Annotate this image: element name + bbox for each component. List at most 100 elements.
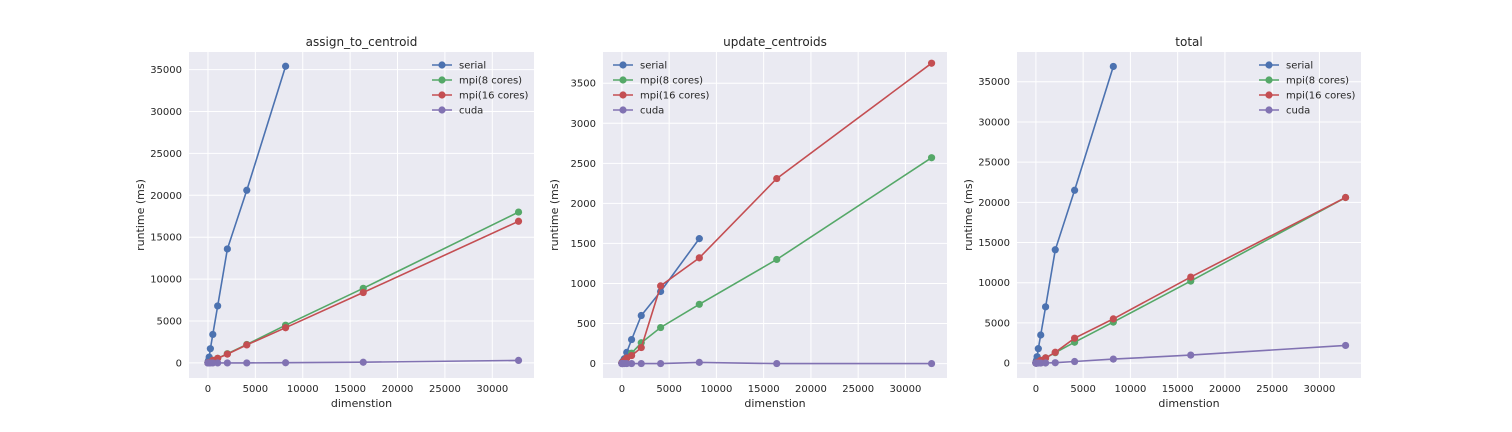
legend-marker: [438, 106, 446, 114]
data-point: [223, 350, 231, 358]
y-tick-label: 10000: [150, 275, 182, 286]
x-tick-label: 5000: [656, 384, 681, 395]
data-point: [282, 324, 290, 332]
legend-marker: [619, 76, 627, 84]
x-tick-label: 25000: [842, 384, 874, 395]
data-point: [1041, 303, 1050, 311]
data-point: [1109, 62, 1117, 71]
legend-label: mpi(16 cores): [1286, 91, 1356, 102]
chart-title: update_centroids: [723, 35, 827, 49]
data-point: [627, 335, 636, 344]
data-point: [1041, 354, 1050, 362]
y-tick-label: 35000: [150, 65, 182, 76]
data-point: [223, 245, 231, 253]
data-point: [695, 254, 703, 262]
data-point: [243, 359, 251, 367]
series-cuda: [204, 356, 523, 367]
data-point: [1341, 341, 1350, 350]
data-point: [206, 345, 214, 353]
data-point: [514, 217, 523, 225]
data-point: [209, 330, 217, 339]
y-tick-label: 5000: [985, 318, 1010, 329]
legend: serial mpi(8 cores) mpi(16 cores) cuda: [1259, 61, 1356, 117]
legend-label: cuda: [459, 106, 483, 117]
y-tick-label: 15000: [150, 233, 182, 244]
x-tick-label: 30000: [890, 384, 922, 395]
y-tick-label: 20000: [978, 198, 1010, 209]
data-point: [214, 359, 222, 367]
y-tick-label: 3500: [571, 79, 596, 90]
legend-label: serial: [640, 61, 667, 72]
data-point: [927, 59, 936, 67]
x-tick-label: 0: [205, 384, 211, 395]
data-point: [1187, 273, 1195, 281]
legend: serial mpi(8 cores) mpi(16 cores) cuda: [613, 61, 710, 117]
x-axis-label: dimenstion: [1158, 397, 1219, 410]
legend-marker: [619, 61, 627, 69]
data-point: [657, 282, 665, 290]
data-point: [223, 359, 231, 367]
data-point: [627, 359, 636, 368]
data-point: [1051, 348, 1059, 356]
data-point: [1034, 345, 1042, 353]
chart-3: 0 5000 10000 15000 20000 25000 30000 0 5000 10000…: [962, 35, 1361, 410]
chart-title: total: [1175, 35, 1202, 49]
x-tick-label: 0: [1033, 384, 1039, 395]
y-tick-label: 25000: [978, 158, 1010, 169]
x-tick-label: 15000: [748, 384, 780, 395]
plot-area: [1017, 52, 1361, 378]
data-point: [927, 154, 936, 162]
data-point: [1037, 331, 1045, 339]
data-point: [1071, 334, 1079, 342]
x-tick-label: 25000: [1256, 384, 1288, 395]
data-point: [637, 359, 645, 368]
y-tick-label: 5000: [157, 317, 182, 328]
y-tick-label: 2000: [571, 199, 596, 210]
data-point: [1071, 357, 1079, 366]
y-tick-label: 35000: [978, 77, 1010, 88]
data-point: [773, 255, 781, 264]
data-point: [695, 358, 703, 366]
data-point: [927, 359, 936, 368]
x-tick-label: 10000: [287, 384, 319, 395]
data-point: [359, 358, 367, 366]
data-point: [1051, 359, 1059, 367]
chart-title: assign_to_centroid: [306, 35, 418, 49]
x-tick-label: 5000: [1070, 384, 1095, 395]
data-point: [514, 356, 523, 365]
y-tick-label: 0: [590, 359, 596, 370]
data-point: [1041, 359, 1050, 367]
legend-marker: [438, 61, 446, 69]
y-tick-label: 15000: [978, 238, 1010, 249]
data-point: [282, 62, 290, 70]
data-point: [1341, 193, 1350, 202]
x-tick-label: 20000: [1209, 384, 1241, 395]
x-axis-label: dimenstion: [331, 397, 392, 410]
legend-label: serial: [1286, 61, 1313, 72]
plot-area: [189, 52, 534, 378]
x-axis-label: dimenstion: [744, 397, 805, 410]
data-point: [1187, 351, 1195, 359]
data-point: [627, 351, 636, 360]
data-point: [773, 359, 781, 368]
data-point: [657, 359, 665, 368]
legend-marker: [1265, 76, 1273, 84]
y-tick-label: 500: [577, 319, 596, 330]
y-tick-label: 25000: [150, 149, 182, 160]
data-point: [1051, 246, 1059, 254]
y-tick-label: 1000: [571, 279, 596, 290]
y-tick-label: 2500: [571, 159, 596, 170]
data-point: [1109, 315, 1117, 323]
data-point: [637, 311, 645, 320]
legend-marker: [438, 76, 446, 84]
legend-label: serial: [459, 61, 486, 72]
x-tick-label: 25000: [429, 384, 461, 395]
series-cuda: [618, 358, 936, 368]
data-point: [695, 235, 703, 243]
y-axis-label: runtime (ms): [134, 179, 147, 251]
x-tick-label: 30000: [1304, 384, 1336, 395]
data-point: [359, 288, 367, 297]
data-point: [243, 341, 251, 349]
legend-label: cuda: [640, 106, 664, 117]
